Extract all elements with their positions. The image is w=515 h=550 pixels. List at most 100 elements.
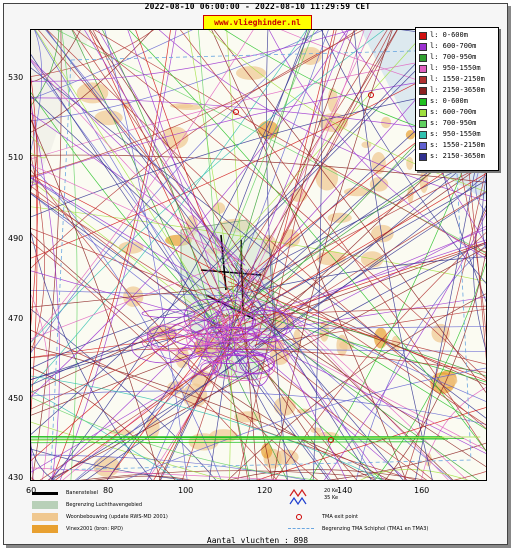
- legend-item: l: 1550-2150m: [419, 74, 497, 84]
- flight-track: [31, 454, 307, 480]
- residential-area: [274, 449, 299, 465]
- legend-swatch: [419, 153, 427, 161]
- flight-track: [127, 30, 224, 304]
- flight-track: [222, 228, 486, 339]
- flight-track: [31, 67, 486, 419]
- flight-track: [72, 30, 248, 287]
- flight-track: [181, 260, 256, 480]
- flight-track: [31, 305, 256, 410]
- legend-swatch: [419, 32, 427, 40]
- flight-track: [153, 301, 253, 480]
- flight-track: [89, 30, 252, 269]
- flight-track: [211, 30, 407, 480]
- flight-track: [31, 284, 245, 308]
- approach-track: [211, 358, 237, 379]
- flight-track: [31, 448, 188, 480]
- flight-track: [31, 329, 417, 480]
- legend-swatch: [419, 98, 427, 106]
- tma-boundary: [50, 49, 472, 471]
- flight-track: [255, 30, 335, 347]
- approach-track: [189, 308, 226, 345]
- legend-item: l: 950-1550m: [419, 63, 497, 73]
- flight-track: [252, 225, 486, 348]
- flight-track: [31, 30, 307, 388]
- approach-track: [183, 318, 243, 338]
- flight-track: [31, 164, 241, 261]
- residential-area: [361, 141, 372, 149]
- residential-area: [381, 116, 392, 129]
- flight-track: [31, 336, 238, 416]
- flight-track: [266, 30, 288, 480]
- flight-track: [71, 30, 288, 480]
- flight-track: [218, 30, 315, 272]
- flight-track: [31, 54, 329, 480]
- y-tick-label: 430: [8, 473, 24, 482]
- residential-area: [407, 186, 414, 204]
- approach-track: [207, 314, 230, 351]
- flight-track: [31, 30, 42, 151]
- flight-track: [254, 269, 486, 426]
- flight-track: [50, 174, 486, 480]
- approach-track: [177, 345, 236, 357]
- flight-track: [124, 367, 486, 480]
- flight-track: [106, 268, 250, 480]
- flight-track: [234, 262, 372, 480]
- flight-track: [31, 375, 383, 480]
- flight-track: [353, 30, 433, 480]
- approach-track: [245, 353, 270, 387]
- flight-track: [240, 265, 468, 480]
- x-tick-label: 120: [257, 486, 273, 495]
- flight-track: [31, 60, 222, 269]
- flight-track: [252, 266, 376, 480]
- vinex-swatch: [32, 525, 58, 533]
- flight-track: [31, 30, 60, 107]
- legend-swatch: [419, 109, 427, 117]
- flight-track: [254, 328, 486, 451]
- flight-track: [236, 274, 486, 430]
- legend-item: s: 2150-3650m: [419, 151, 497, 161]
- flight-track: [31, 30, 81, 83]
- flight-track: [273, 30, 393, 480]
- flight-track: [128, 30, 486, 452]
- flight-track: [198, 30, 221, 306]
- flight-track: [31, 313, 224, 380]
- approach-track: [196, 325, 238, 359]
- legend-item: s: 950-1550m: [419, 129, 497, 139]
- flight-track: [31, 174, 237, 282]
- flight-track: [217, 292, 479, 480]
- flight-track: [59, 30, 177, 480]
- y-tick-label: 510: [8, 153, 24, 162]
- residential-area: [310, 427, 322, 434]
- flight-track: [31, 119, 38, 191]
- flight-track: [31, 294, 50, 480]
- legend-item: s: 1550-2150m: [419, 140, 497, 150]
- flight-track: [475, 209, 486, 253]
- flight-track: [31, 30, 364, 269]
- legend-item: l: 700-950m: [419, 52, 497, 62]
- x-tick-label: 60: [26, 486, 37, 495]
- tma-exit-point: [328, 437, 334, 443]
- approach-track: [141, 309, 196, 318]
- flight-track: [231, 243, 486, 335]
- contour-icon: [289, 488, 307, 506]
- legend-swatch: [419, 43, 427, 51]
- approach-track: [212, 354, 260, 378]
- residential-area: [235, 66, 267, 80]
- approach-track: [151, 329, 208, 361]
- residential-swatch: [32, 513, 58, 521]
- flight-track: [76, 30, 486, 379]
- flight-track: [31, 259, 236, 340]
- flight-track: [54, 340, 242, 480]
- flight-track: [31, 289, 236, 297]
- flight-track: [31, 30, 193, 100]
- tma-exit-point: [233, 109, 239, 115]
- flight-track: [93, 30, 486, 256]
- flight-track: [360, 469, 469, 480]
- flight-track: [31, 445, 56, 480]
- flight-track: [243, 163, 486, 290]
- flight-count: Aantal vluchten : 898: [206, 536, 309, 545]
- map-key: Banenstelsel Begrenzing Luchthavengebied…: [30, 482, 485, 540]
- site-label[interactable]: www.vlieghinder.nl: [203, 15, 312, 30]
- flight-track: [31, 421, 226, 480]
- x-tick-label: 160: [414, 486, 430, 495]
